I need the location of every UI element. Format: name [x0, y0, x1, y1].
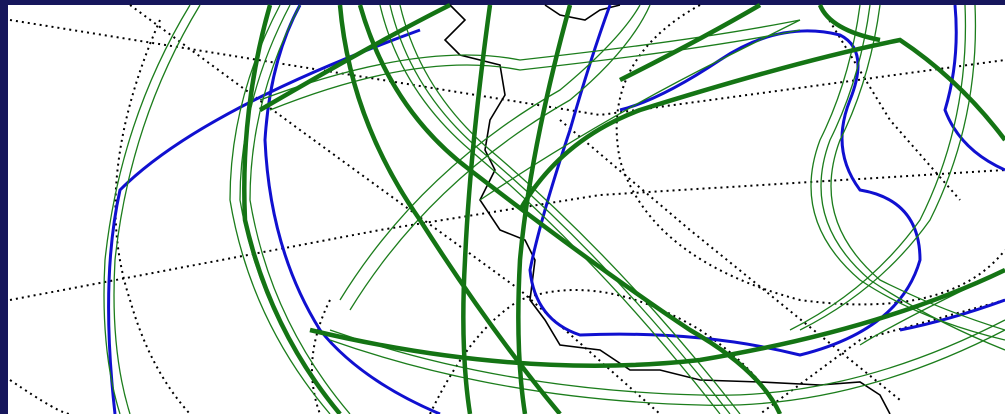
trajectory — [479, 19, 801, 201]
trajectory — [259, 19, 801, 101]
trajectory — [339, 4, 641, 301]
grid-line — [759, 299, 1005, 414]
grid-line — [9, 169, 1005, 301]
grid-line — [129, 4, 661, 414]
contour — [899, 298, 1005, 332]
trajectory — [113, 4, 201, 414]
trajectory — [103, 4, 191, 414]
grid-line — [615, 4, 1005, 306]
trajectory — [309, 267, 1005, 368]
contour — [263, 4, 441, 414]
trajectory — [379, 4, 721, 414]
trajectory — [242, 4, 342, 414]
trajectory — [329, 329, 1005, 406]
grid-line — [9, 19, 1005, 117]
trajectory — [229, 4, 331, 414]
trajectory — [830, 4, 1005, 331]
grid-line — [311, 299, 331, 414]
green-trajectories — [103, 2, 1005, 414]
trajectory — [249, 4, 351, 414]
trajectory — [618, 3, 762, 83]
grid-line — [114, 19, 191, 414]
trajectory — [799, 4, 977, 331]
contour — [107, 28, 421, 414]
trajectory — [349, 4, 651, 311]
trajectory — [269, 29, 801, 111]
trajectory — [518, 37, 1005, 212]
coastline — [544, 4, 621, 21]
grid-line — [819, 4, 961, 201]
trajectory — [820, 4, 1005, 351]
trajectory — [817, 4, 881, 43]
contour — [943, 4, 1005, 172]
trajectory — [789, 4, 967, 331]
trajectory — [461, 4, 493, 414]
trajectory — [389, 4, 731, 414]
trajectory — [337, 4, 562, 414]
trajectory — [329, 319, 1005, 396]
trajectory — [810, 4, 1005, 341]
trajectory — [357, 4, 783, 414]
trajectory — [399, 4, 741, 414]
trajectory — [258, 2, 452, 112]
